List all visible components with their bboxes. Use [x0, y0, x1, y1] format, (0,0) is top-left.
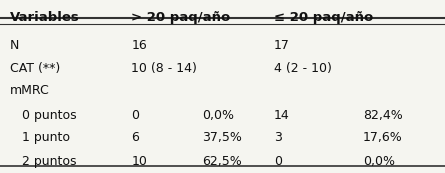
- Text: 82,4%: 82,4%: [363, 109, 402, 122]
- Text: N: N: [10, 39, 19, 52]
- Text: 14: 14: [274, 109, 289, 122]
- Text: 16: 16: [131, 39, 147, 52]
- Text: ≤ 20 paq/año: ≤ 20 paq/año: [274, 11, 373, 24]
- Text: > 20 paq/año: > 20 paq/año: [131, 11, 231, 24]
- Text: 17: 17: [274, 39, 290, 52]
- Text: 2 puntos: 2 puntos: [10, 155, 76, 168]
- Text: 1 punto: 1 punto: [10, 131, 70, 144]
- Text: 0: 0: [274, 155, 282, 168]
- Text: 62,5%: 62,5%: [202, 155, 242, 168]
- Text: 37,5%: 37,5%: [202, 131, 243, 144]
- Text: 17,6%: 17,6%: [363, 131, 402, 144]
- Text: Variables: Variables: [10, 11, 80, 24]
- Text: 0,0%: 0,0%: [202, 109, 235, 122]
- Text: 6: 6: [131, 131, 139, 144]
- Text: mMRC: mMRC: [10, 84, 49, 97]
- Text: 3: 3: [274, 131, 282, 144]
- Text: 0 puntos: 0 puntos: [10, 109, 77, 122]
- Text: 10 (8 - 14): 10 (8 - 14): [131, 62, 197, 75]
- Text: 0,0%: 0,0%: [363, 155, 395, 168]
- Text: 10: 10: [131, 155, 147, 168]
- Text: 4 (2 - 10): 4 (2 - 10): [274, 62, 332, 75]
- Text: CAT (**): CAT (**): [10, 62, 60, 75]
- Text: 0: 0: [131, 109, 139, 122]
